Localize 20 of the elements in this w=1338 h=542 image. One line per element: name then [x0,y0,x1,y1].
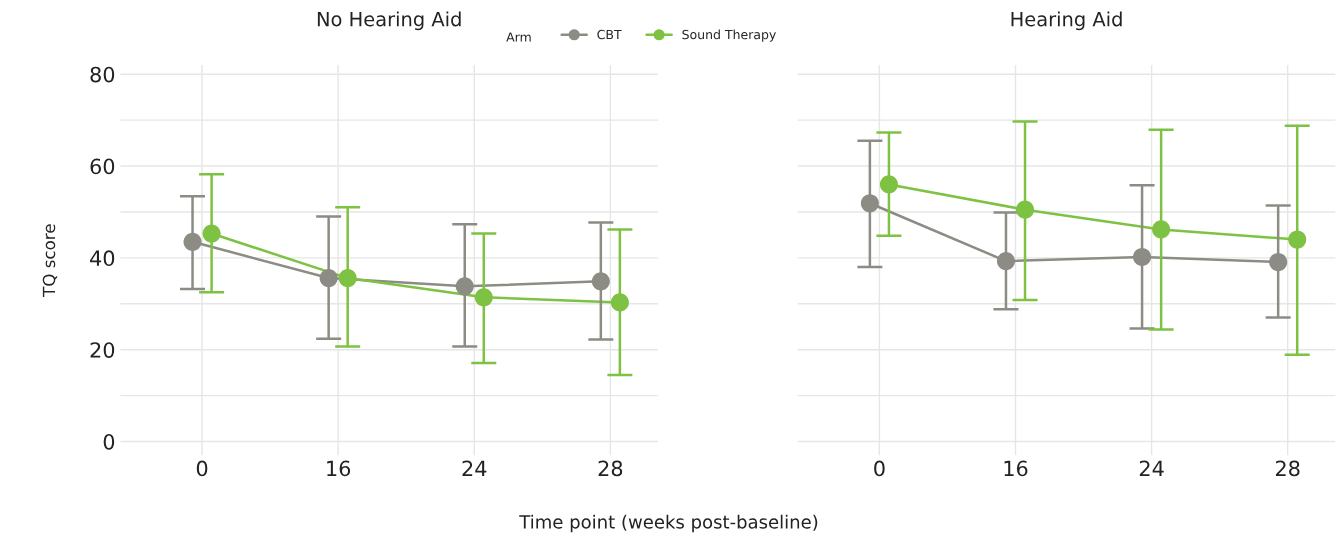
x-axis-title: Time point (weeks post-baseline) [519,514,818,533]
chart-title: Hearing Aid [1011,11,1122,31]
legend-title: Arm [506,32,531,42]
legend-label: Sound Therapy [682,29,776,42]
x-tick-label: 16 [1004,460,1028,477]
legend-label: CBT [597,29,622,40]
y-tick-label: 80 [90,66,115,83]
x-tick-label: 28 [1275,460,1300,477]
x-tick-label: 24 [462,460,487,476]
x-tick-label: 0 [196,460,208,477]
y-tick-label: 0 [103,433,115,450]
x-tick-label: 24 [1139,460,1164,476]
y-axis-title: TQ score [42,224,58,297]
x-tick-label: 16 [327,460,351,477]
y-tick-label: 40 [90,250,115,267]
chart-title: No Hearing Aid [317,11,461,31]
x-tick-label: 0 [874,460,885,477]
x-tick-label: 28 [598,460,623,477]
y-tick-label: 20 [90,342,115,358]
y-tick-label: 60 [90,158,115,175]
